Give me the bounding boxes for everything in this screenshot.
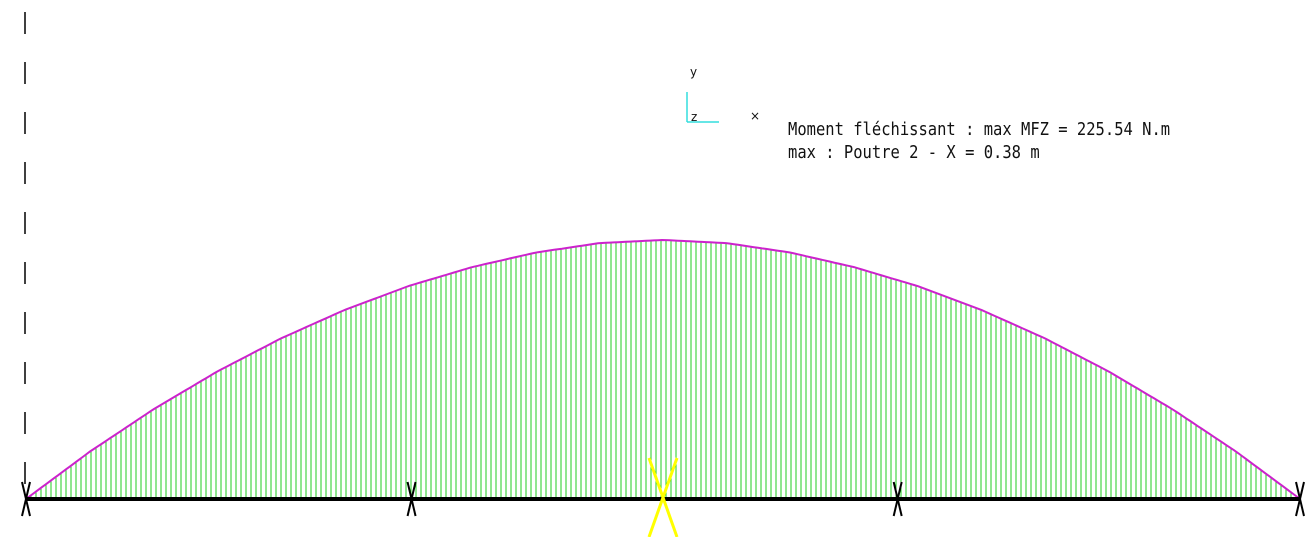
support-marker — [892, 481, 903, 517]
support-marker — [1295, 481, 1305, 517]
support-marker — [406, 481, 417, 517]
triad-z-label: z — [691, 110, 698, 124]
max-position-label: max : Poutre 2 - X = 0.38 m — [788, 142, 1040, 163]
support-marker — [21, 481, 31, 517]
triad-y-label: y — [690, 65, 698, 79]
moment-max-label: Moment fléchissant : max MFZ = 225.54 N.… — [788, 119, 1171, 140]
support-markers — [21, 481, 1305, 517]
moment-fill-hatch — [30, 240, 1297, 499]
max-marker-stroke — [647, 457, 679, 537]
triad-x-label: × — [750, 109, 761, 123]
axes-triad-icon — [686, 92, 719, 123]
moment-curve — [25, 238, 1301, 500]
max-position-marker — [647, 457, 679, 537]
